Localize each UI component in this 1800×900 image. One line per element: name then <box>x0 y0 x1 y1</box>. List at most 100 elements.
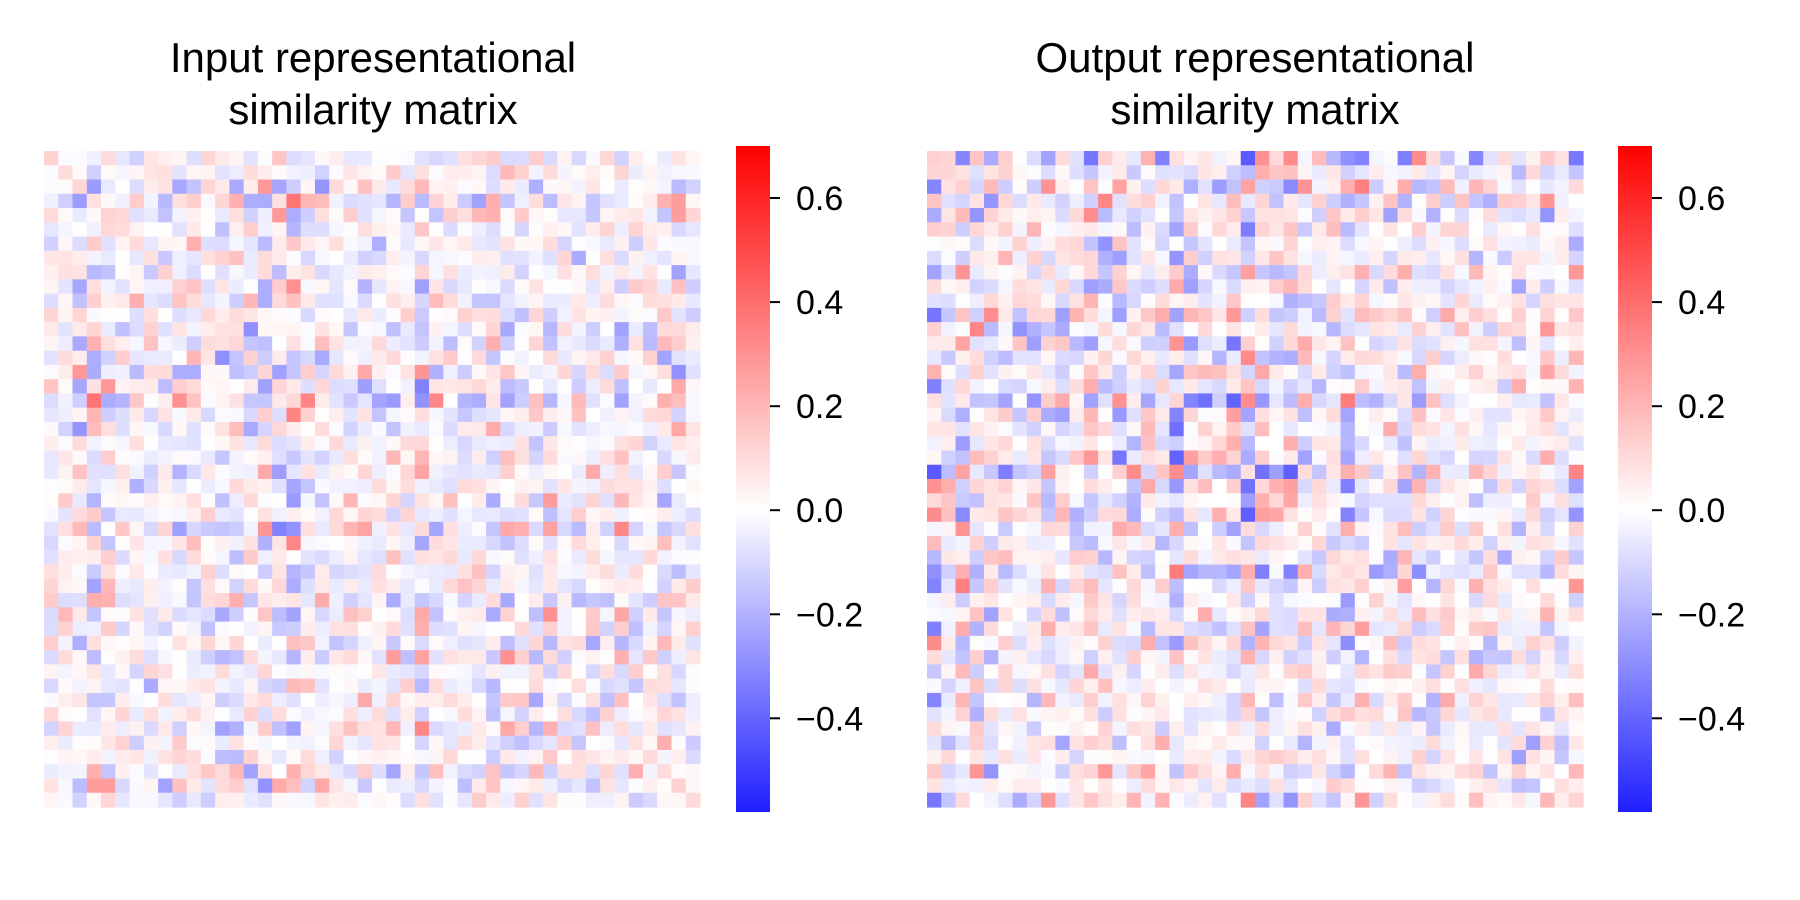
heatmap-cell <box>400 735 416 751</box>
heatmap-cell <box>1369 250 1384 266</box>
heatmap-cell <box>1169 421 1185 437</box>
heatmap-cell <box>1540 307 1556 323</box>
heatmap-cell <box>86 250 102 266</box>
heatmap-cell <box>101 707 116 723</box>
heatmap-cell <box>300 749 316 765</box>
heatmap-cell <box>1041 151 1056 166</box>
heatmap-cell <box>286 521 302 537</box>
heatmap-cell <box>1540 593 1556 608</box>
heatmap-cell <box>1012 279 1028 295</box>
heatmap-cell <box>471 208 487 223</box>
heatmap-cell <box>642 521 658 537</box>
heatmap-cell <box>1112 222 1128 238</box>
heatmap-cell <box>1383 550 1399 566</box>
heatmap-cell <box>657 778 673 794</box>
heatmap-cell <box>1383 350 1399 366</box>
heatmap-cell <box>543 607 558 623</box>
heatmap-cell <box>614 635 630 651</box>
heatmap-cell <box>86 607 102 623</box>
heatmap-cell <box>1411 350 1427 366</box>
heatmap-cell <box>1197 208 1213 223</box>
heatmap-cell <box>557 550 573 566</box>
heatmap-cell <box>1440 593 1456 608</box>
heatmap-cell <box>1369 436 1384 452</box>
heatmap-cell <box>115 222 131 238</box>
heatmap-cell <box>1454 336 1470 352</box>
heatmap-cell <box>1383 193 1399 209</box>
heatmap-cell <box>1026 764 1042 780</box>
heatmap-cell <box>1483 279 1499 295</box>
heatmap-cell <box>1312 293 1327 309</box>
heatmap-cell <box>1312 664 1327 680</box>
heatmap-cell <box>229 165 245 181</box>
heatmap-cell <box>243 279 259 295</box>
heatmap-cell <box>101 607 116 623</box>
heatmap-cell <box>200 493 216 509</box>
heatmap-cell <box>429 536 444 551</box>
heatmap-cell <box>1426 635 1441 651</box>
heatmap-cell <box>1525 193 1541 209</box>
heatmap-cell <box>628 521 644 537</box>
heatmap-cell <box>186 536 202 551</box>
heatmap-cell <box>429 236 444 252</box>
heatmap-cell <box>1255 350 1270 366</box>
heatmap-cell <box>186 393 202 409</box>
heatmap-cell <box>514 621 530 637</box>
heatmap-cell <box>372 464 387 480</box>
heatmap-cell <box>414 250 430 266</box>
heatmap-cell <box>1012 764 1028 780</box>
heatmap-cell <box>343 735 359 751</box>
heatmap-cell <box>172 735 188 751</box>
heatmap-cell <box>600 749 616 765</box>
heatmap-cell <box>585 721 601 737</box>
heatmap-cell <box>129 322 145 337</box>
heatmap-cell <box>1297 621 1313 637</box>
heatmap-cell <box>1269 250 1285 266</box>
heatmap-cell <box>72 607 88 623</box>
heatmap-cell <box>1468 364 1484 380</box>
heatmap-cell <box>101 650 116 665</box>
heatmap-cell <box>628 393 644 409</box>
heatmap-cell <box>200 379 216 395</box>
heatmap-cell <box>1540 778 1556 794</box>
heatmap-cell <box>86 493 102 509</box>
heatmap-cell <box>229 564 245 580</box>
heatmap-cell <box>257 764 273 780</box>
heatmap-cell <box>1098 792 1113 808</box>
heatmap-cell <box>1540 749 1556 765</box>
heatmap-cell <box>1098 479 1113 494</box>
heatmap-cell <box>1383 250 1399 266</box>
heatmap-cell <box>471 464 487 480</box>
heatmap-cell <box>443 293 459 309</box>
heatmap-cell <box>1540 193 1556 209</box>
heatmap-cell <box>272 293 288 309</box>
heatmap-cell <box>1426 421 1441 437</box>
heatmap-cell <box>657 578 673 594</box>
heatmap-cell <box>329 564 345 580</box>
heatmap-cell <box>1369 493 1384 509</box>
heatmap-cell <box>386 350 402 366</box>
heatmap-cell <box>400 151 416 166</box>
colorbar-tick-label: 0.4 <box>1678 284 1725 322</box>
heatmap-cell <box>1483 493 1499 509</box>
heatmap-cell <box>1255 222 1270 238</box>
heatmap-cell <box>129 407 145 423</box>
heatmap-cell <box>314 165 330 181</box>
heatmap-cell <box>1226 450 1242 466</box>
heatmap-cell <box>1511 322 1527 337</box>
heatmap-cell <box>1440 650 1456 665</box>
heatmap-cell <box>158 564 173 580</box>
heatmap-cell <box>1525 279 1541 295</box>
heatmap-cell <box>1140 279 1156 295</box>
heatmap-cell <box>969 578 985 594</box>
heatmap-cell <box>1041 692 1056 708</box>
heatmap-cell <box>628 208 644 223</box>
heatmap-cell <box>1326 421 1342 437</box>
heatmap-cell <box>1440 721 1456 737</box>
heatmap-cell <box>1197 350 1213 366</box>
heatmap-cell <box>143 236 159 252</box>
heatmap-cell <box>286 607 302 623</box>
heatmap-cell <box>1497 564 1513 580</box>
heatmap-cell <box>1440 578 1456 594</box>
heatmap-cell <box>1098 764 1113 780</box>
